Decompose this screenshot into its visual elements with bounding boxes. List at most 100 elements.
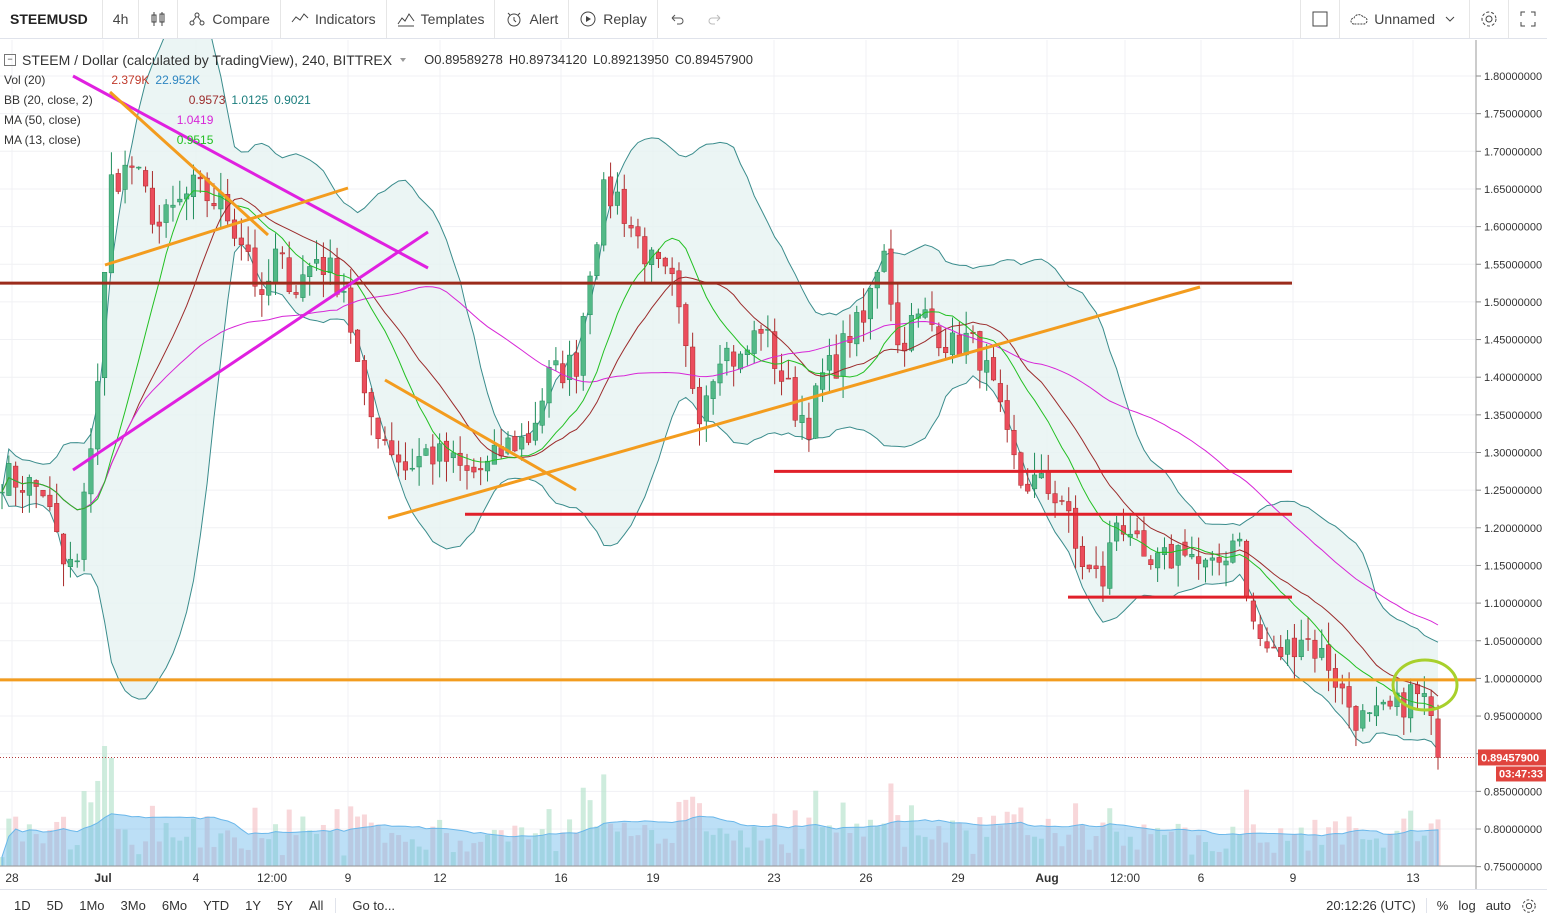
percent-toggle[interactable]: % — [1436, 898, 1449, 913]
candle-body — [279, 252, 285, 255]
indicators-button[interactable]: Indicators — [281, 0, 387, 38]
candle-body — [348, 287, 354, 333]
expand-button[interactable] — [1509, 0, 1547, 38]
chart-pane[interactable]: 1.80000000 1.75000000 1.70000000 1.65000000… — [0, 39, 1547, 889]
candle-body — [355, 329, 361, 362]
price-chart[interactable]: 1.80000000 1.75000000 1.70000000 1.65000000… — [0, 39, 1547, 889]
range-5d[interactable]: 5D — [46, 898, 64, 913]
volume-bar — [991, 815, 997, 866]
gear-icon[interactable] — [1521, 898, 1537, 914]
layout-name-button[interactable]: Unnamed — [1340, 0, 1470, 38]
alarm-clock-icon — [507, 12, 521, 27]
volume-bar — [649, 830, 655, 866]
volume-bar — [779, 844, 785, 866]
candle-body — [1360, 710, 1366, 729]
volume-bar — [519, 827, 525, 866]
volume-bar — [1271, 852, 1277, 866]
candle-body — [129, 165, 135, 168]
volume-bar — [375, 824, 381, 866]
compare-button[interactable]: Compare — [178, 0, 281, 38]
volume-bar — [1237, 834, 1243, 866]
candle-body — [553, 360, 559, 366]
candle-body — [409, 467, 415, 470]
volume-bar — [1141, 824, 1147, 866]
candle-body — [594, 244, 600, 276]
goto-button[interactable]: Go to... — [335, 898, 403, 913]
range-1mo[interactable]: 1Mo — [79, 898, 105, 913]
volume-bar — [122, 829, 128, 866]
volume-bar — [1346, 816, 1352, 866]
volume-bar — [1045, 818, 1051, 866]
y-tick-label: 1.10000000 — [1484, 598, 1542, 610]
candle-body — [457, 452, 463, 466]
volume-bar — [33, 834, 39, 866]
interval-button[interactable]: 4h — [103, 0, 140, 38]
templates-label: Templates — [420, 11, 485, 27]
candle-body — [88, 448, 94, 495]
candle-body — [1312, 639, 1318, 659]
volume-bar — [1360, 839, 1366, 866]
candle-body — [1045, 470, 1051, 494]
volume-bar — [813, 790, 819, 866]
volume-bar — [840, 802, 846, 866]
fullscreen-toggle-button[interactable] — [1300, 0, 1341, 38]
range-all[interactable]: All — [308, 898, 324, 913]
alert-button[interactable]: Alert — [495, 0, 570, 38]
candle-body — [252, 247, 258, 287]
range-1d[interactable]: 1D — [14, 898, 31, 913]
volume-bar — [1367, 839, 1373, 866]
candle-body — [1093, 565, 1099, 570]
volume-bar — [635, 835, 641, 866]
range-ytd[interactable]: YTD — [203, 898, 230, 913]
settings-button[interactable] — [1470, 0, 1509, 38]
range-3mo[interactable]: 3Mo — [120, 898, 146, 913]
volume-bar — [614, 831, 620, 866]
candle-body — [1298, 639, 1304, 657]
volume-bar — [1291, 833, 1297, 866]
volume-bar — [1114, 831, 1120, 866]
redo-button[interactable] — [696, 0, 734, 38]
candle-body — [1380, 701, 1386, 705]
log-toggle[interactable]: log — [1458, 898, 1476, 913]
x-tick-label: 23 — [767, 871, 781, 885]
volume-bar — [1196, 835, 1202, 866]
chart-style-button[interactable] — [139, 0, 179, 38]
candle-body — [266, 280, 272, 296]
range-1y[interactable]: 1Y — [245, 898, 262, 913]
top-toolbar: STEEMUSD 4h Compare Indicators Templates… — [0, 0, 1547, 39]
y-tick-label: 1.75000000 — [1484, 109, 1542, 121]
auto-toggle[interactable]: auto — [1485, 898, 1511, 913]
volume-bar — [1298, 827, 1304, 866]
candle-body — [676, 270, 682, 308]
uptrend-line — [387, 285, 1201, 520]
candle-body — [368, 392, 374, 418]
volume-bar — [655, 843, 661, 866]
compare-icon — [189, 12, 205, 26]
replay-button[interactable]: Replay — [569, 0, 658, 38]
volume-bar — [751, 826, 757, 866]
x-tick-label: 12:00 — [257, 871, 287, 885]
candle-body — [751, 330, 757, 354]
highlight-circle — [1391, 658, 1459, 712]
volume-bar — [601, 774, 607, 866]
templates-button[interactable]: Templates — [387, 0, 496, 38]
volume-bar — [190, 818, 196, 866]
range-6mo[interactable]: 6Mo — [161, 898, 188, 913]
candle-body — [484, 460, 491, 472]
undo-button[interactable] — [658, 0, 696, 38]
candle-body — [772, 331, 778, 369]
volume-bar — [703, 831, 709, 866]
candle-body — [430, 446, 436, 465]
descending-trendline — [72, 74, 429, 270]
toolbar-right: Unnamed — [1300, 0, 1547, 38]
x-tick-label: Jul — [94, 871, 111, 885]
volume-bar — [997, 825, 1003, 866]
candle-body — [1052, 493, 1058, 504]
range-5y[interactable]: 5Y — [277, 898, 293, 913]
volume-bar — [1127, 836, 1133, 866]
utc-clock[interactable]: 20:12:26 (UTC) — [1326, 898, 1427, 913]
y-tick-label: 1.45000000 — [1484, 335, 1542, 347]
candle-body — [874, 271, 880, 289]
candle-body — [1319, 648, 1325, 658]
symbol-search-button[interactable]: STEEMUSD — [0, 0, 103, 38]
